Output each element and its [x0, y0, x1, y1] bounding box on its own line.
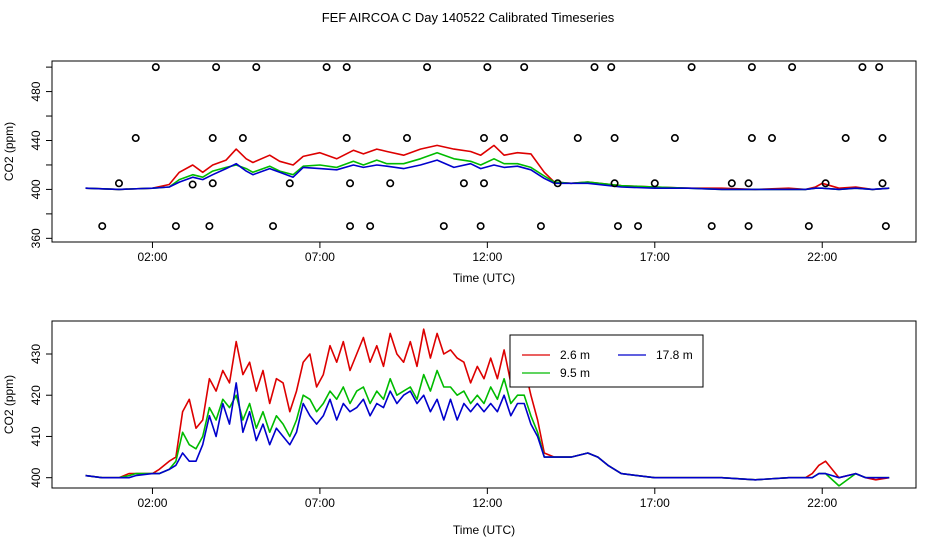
y-tick-label: 360	[29, 228, 43, 248]
data-point	[423, 63, 432, 72]
x-tick-label: 07:00	[305, 496, 335, 510]
data-point	[670, 134, 679, 143]
data-point	[788, 63, 797, 72]
series-line-blue	[85, 382, 890, 481]
data-point	[346, 179, 355, 188]
y-tick-label: 400	[29, 467, 43, 487]
data-point	[479, 179, 488, 188]
lower-panel: 02:00 07:00 12:00 17:00 22:00 Time (UTC) 400 41…	[2, 320, 917, 537]
data-point	[205, 222, 214, 231]
data-point	[650, 179, 659, 188]
data-point	[439, 222, 448, 231]
x-tick-label: 07:00	[305, 250, 335, 264]
x-tick-label: 22:00	[807, 250, 837, 264]
data-point	[747, 63, 756, 72]
y-tick-label: 400	[29, 179, 43, 199]
data-point	[342, 63, 351, 72]
data-point	[483, 63, 492, 72]
data-point	[114, 179, 123, 188]
data-point	[841, 134, 850, 143]
data-point	[858, 63, 867, 72]
data-point	[252, 63, 261, 72]
data-point	[610, 179, 619, 188]
legend-label: 17.8 m	[656, 348, 693, 362]
data-point	[520, 63, 529, 72]
data-point	[459, 179, 468, 188]
x-tick-label: 17:00	[640, 250, 670, 264]
data-point	[131, 134, 140, 143]
data-point	[500, 134, 509, 143]
x-tick-label: 17:00	[640, 496, 670, 510]
data-point	[590, 63, 599, 72]
data-point	[346, 222, 355, 231]
data-point	[208, 179, 217, 188]
data-point	[727, 179, 736, 188]
data-point	[536, 222, 545, 231]
data-point	[878, 179, 887, 188]
data-point	[171, 222, 180, 231]
data-point	[322, 63, 331, 72]
y-tick-label: 420	[29, 385, 43, 405]
data-point	[553, 179, 562, 188]
data-point	[342, 134, 351, 143]
series-line-blue	[85, 159, 890, 191]
data-point	[188, 180, 197, 189]
data-point	[208, 134, 217, 143]
data-point	[744, 179, 753, 188]
x-axis-label: Time (UTC)	[453, 271, 515, 285]
data-point	[386, 179, 395, 188]
plot-frame	[51, 320, 917, 489]
data-point	[151, 63, 160, 72]
data-point	[610, 134, 619, 143]
data-point	[881, 222, 890, 231]
x-tick-label: 02:00	[137, 250, 167, 264]
data-point	[366, 222, 375, 231]
legend-label: 9.5 m	[560, 366, 590, 380]
y-tick-label: 480	[29, 81, 43, 101]
data-point	[285, 179, 294, 188]
data-point	[687, 63, 696, 72]
legend-label: 2.6 m	[560, 348, 590, 362]
data-point	[821, 179, 830, 188]
legend: 2.6 m 17.8 m 9.5 m	[509, 334, 704, 388]
data-point	[402, 134, 411, 143]
data-point	[607, 63, 616, 72]
data-point	[479, 134, 488, 143]
y-axis-label: CO2 (ppm)	[2, 375, 16, 434]
data-point	[804, 222, 813, 231]
legend-box	[509, 334, 704, 388]
data-point	[634, 222, 643, 231]
plot-frame	[51, 60, 917, 243]
y-tick-label: 440	[29, 130, 43, 150]
data-point	[707, 222, 716, 231]
upper-panel: 02:00 07:00 12:00 17:00 22:00 Time (UTC) 360 40…	[2, 60, 917, 285]
data-point	[613, 222, 622, 231]
data-point	[573, 134, 582, 143]
data-point	[238, 134, 247, 143]
data-point	[878, 134, 887, 143]
data-point	[212, 63, 221, 72]
x-tick-label: 22:00	[807, 496, 837, 510]
data-point	[744, 222, 753, 231]
data-point	[747, 134, 756, 143]
x-tick-label: 12:00	[472, 496, 502, 510]
data-point	[98, 222, 107, 231]
data-point	[269, 222, 278, 231]
data-point	[875, 63, 884, 72]
x-tick-label: 02:00	[137, 496, 167, 510]
y-tick-label: 430	[29, 344, 43, 364]
data-point	[476, 222, 485, 231]
figure-title: FEF AIRCOA C Day 140522 Calibrated Times…	[322, 10, 615, 25]
y-axis-label: CO2 (ppm)	[2, 122, 16, 181]
y-tick-label: 410	[29, 426, 43, 446]
x-axis-label: Time (UTC)	[453, 523, 515, 537]
series-line-red	[85, 328, 890, 481]
data-point	[767, 134, 776, 143]
x-tick-label: 12:00	[472, 250, 502, 264]
